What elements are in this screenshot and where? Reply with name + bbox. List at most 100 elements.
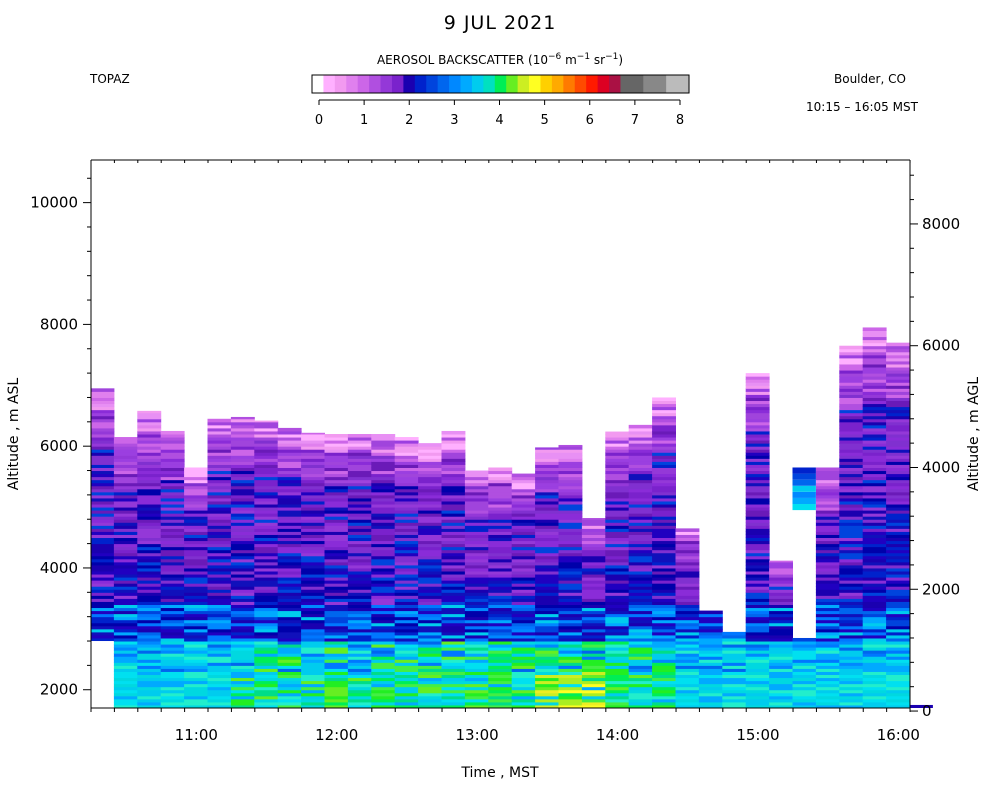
- profile-cell: [324, 625, 349, 630]
- profile-cell: [90, 500, 115, 505]
- profile-cell: [324, 637, 349, 642]
- profile-cell: [886, 671, 910, 676]
- profile-cell: [839, 537, 864, 542]
- profile-cell: [745, 379, 770, 383]
- profile-cell: [254, 430, 279, 435]
- profile-cell: [277, 467, 302, 472]
- profile-cell: [207, 567, 232, 572]
- profile-cell: [675, 686, 700, 691]
- profile-cell: [839, 671, 864, 676]
- profile-cell: [113, 592, 138, 596]
- profile-cell: [745, 567, 770, 572]
- profile-cell: [324, 507, 349, 511]
- profile-cell: [815, 549, 840, 554]
- profile-cell: [277, 698, 302, 703]
- profile-cell: [862, 564, 887, 569]
- profile-cell: [886, 537, 910, 542]
- profile-cell: [769, 628, 793, 633]
- profile-cell: [886, 458, 910, 462]
- profile-cell: [605, 574, 630, 578]
- profile-cell: [745, 619, 770, 624]
- profile-cell: [862, 595, 887, 599]
- profile-cell: [815, 494, 840, 499]
- profile-cell: [745, 455, 770, 459]
- profile-cell: [441, 504, 466, 508]
- profile-cell: [675, 571, 700, 575]
- profile-cell: [207, 598, 232, 602]
- profile-cell: [792, 647, 817, 651]
- profile-cell: [558, 686, 583, 691]
- profile-cell: [347, 543, 372, 548]
- profile-cell: [745, 467, 770, 472]
- profile-cell: [886, 674, 910, 679]
- profile-cell: [628, 561, 653, 566]
- profile-cell: [254, 580, 279, 584]
- profile-cell: [745, 625, 770, 630]
- profile-cell: [862, 665, 887, 669]
- profile-cell: [862, 367, 887, 371]
- profile-cell: [558, 683, 583, 688]
- profile-cell: [441, 482, 466, 487]
- profile-cell: [160, 580, 185, 584]
- profile-cell: [464, 479, 489, 484]
- profile-cell: [441, 519, 466, 523]
- profile-cell: [90, 519, 115, 523]
- profile-cell: [160, 677, 185, 682]
- profile-cell: [394, 586, 419, 590]
- profile-cell: [230, 595, 255, 599]
- profile-cell: [441, 449, 466, 453]
- profile-cell: [230, 552, 255, 557]
- profile-cell: [792, 674, 817, 679]
- profile-cell: [160, 525, 185, 529]
- profile-cell: [113, 583, 138, 587]
- profile-cell: [862, 467, 887, 472]
- profile-cell: [371, 625, 396, 630]
- time-range-label: 10:15 – 16:05 MST: [806, 100, 918, 114]
- profile-cell: [254, 662, 279, 666]
- profile-cell: [745, 555, 770, 560]
- profile-cell: [207, 637, 232, 642]
- profile-cell: [581, 540, 606, 545]
- profile-cell: [207, 507, 232, 511]
- profile-cell: [113, 686, 138, 691]
- profile-cell: [371, 543, 396, 548]
- profile-cell: [371, 689, 396, 694]
- left-tick-label: 8000: [40, 315, 78, 333]
- profile-cell: [207, 647, 232, 651]
- profile-cell: [652, 610, 676, 615]
- profile-cell: [347, 552, 372, 557]
- profile-cell: [886, 513, 910, 517]
- profile-cell: [535, 546, 559, 551]
- profile-cell: [628, 665, 653, 669]
- profile-cell: [628, 650, 653, 654]
- profile-cell: [535, 595, 559, 599]
- profile-cell: [347, 561, 372, 566]
- profile-cell: [137, 513, 162, 517]
- profile-cell: [511, 613, 536, 618]
- profile-cell: [394, 437, 419, 441]
- profile-cell: [652, 473, 676, 478]
- profile-cell: [535, 625, 559, 630]
- profile-cell: [394, 698, 419, 703]
- profile-cell: [347, 698, 372, 703]
- profile-cell: [628, 531, 653, 535]
- profile-cell: [137, 531, 162, 535]
- profile-cell: [581, 637, 606, 642]
- profile-cell: [207, 561, 232, 566]
- profile-cell: [652, 540, 676, 545]
- profile-cell: [160, 473, 185, 478]
- profile-cell: [464, 689, 489, 694]
- profile-cell: [628, 674, 653, 679]
- y-axis-label-left: Altitude , m ASL: [6, 378, 22, 491]
- profile-cell: [324, 674, 349, 679]
- profile-cell: [301, 680, 325, 685]
- profile-cell: [277, 449, 302, 453]
- profile-cell: [441, 689, 466, 694]
- profile-cell: [886, 510, 910, 514]
- profile-cell: [652, 482, 676, 487]
- profile-cell: [137, 491, 162, 496]
- profile-cell: [277, 641, 302, 645]
- profile-cell: [558, 662, 583, 666]
- profile-cell: [769, 613, 793, 618]
- profile-cell: [207, 449, 232, 453]
